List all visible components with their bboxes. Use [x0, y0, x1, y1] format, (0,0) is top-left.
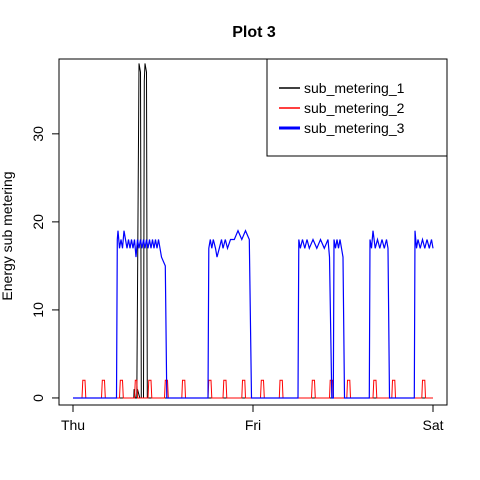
plot-area	[73, 63, 434, 399]
chart-title: Plot 3	[232, 24, 276, 41]
y-tick-label: 30	[30, 126, 46, 142]
series-line-sub-metering-3	[73, 229, 434, 399]
y-axis-label: Energy sub metering	[0, 171, 15, 300]
y-tick-label: 0	[30, 394, 46, 402]
y-tick-label: 20	[30, 214, 46, 230]
x-tick-label-fri: Fri	[245, 417, 261, 433]
legend-label-sub-metering-2: sub_metering_2	[304, 100, 405, 116]
y-axis: 0 10 20 30	[30, 126, 60, 402]
y-tick-label: 10	[30, 302, 46, 318]
legend-label-sub-metering-3: sub_metering_3	[304, 120, 405, 136]
legend: sub_metering_1 sub_metering_2 sub_meteri…	[266, 58, 448, 157]
x-tick-label-sat: Sat	[422, 417, 443, 433]
legend-label-sub-metering-1: sub_metering_1	[304, 80, 405, 96]
x-tick-label-thu: Thu	[61, 417, 85, 433]
x-axis: Thu Fri Sat	[61, 404, 444, 433]
series-line-sub-metering-1	[73, 63, 433, 399]
